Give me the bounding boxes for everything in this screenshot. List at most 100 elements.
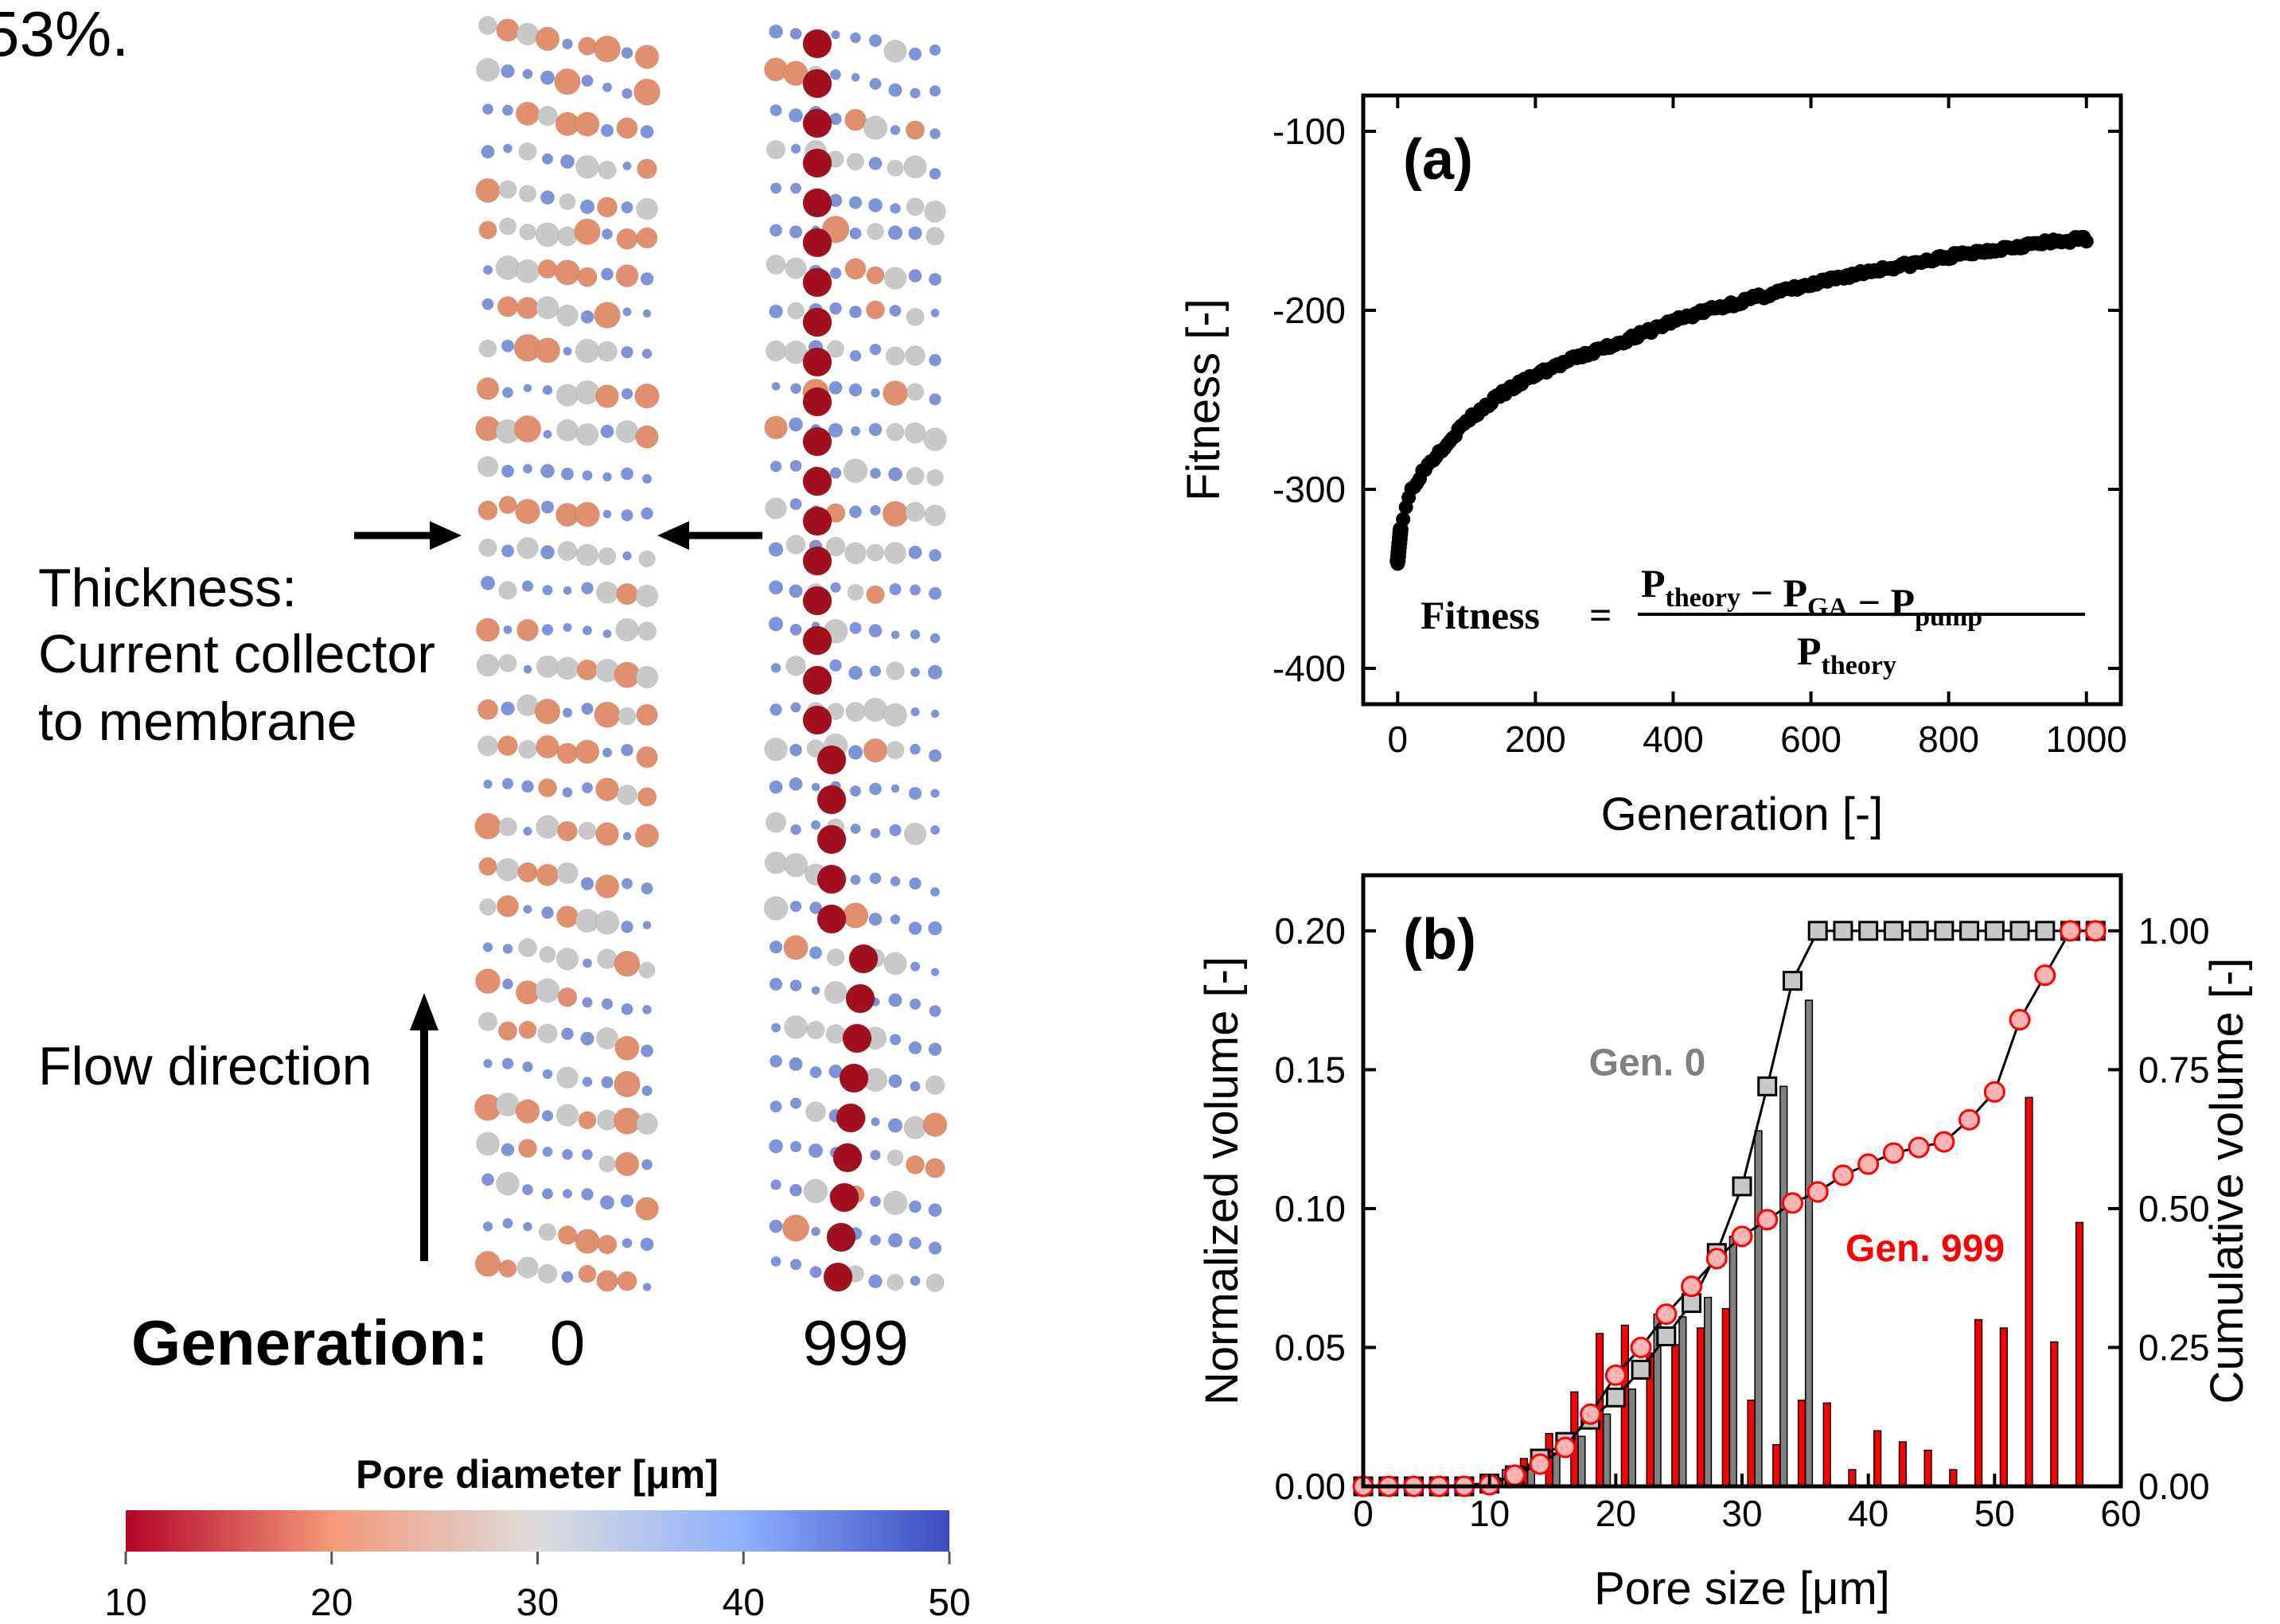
cumulative-marker-gen999 — [1933, 1131, 1955, 1153]
pore-sphere — [829, 68, 842, 80]
x-tick-label: 20 — [1596, 1493, 1636, 1534]
pore-sphere-large — [829, 1182, 859, 1213]
pore-sphere — [575, 380, 600, 405]
pore-sphere-large — [817, 824, 847, 855]
pore-sphere — [482, 779, 493, 789]
y-axis-label: Normalized volume [-] — [1196, 956, 1248, 1405]
cumulative-marker-gen0 — [1883, 921, 1904, 941]
pore-sphere — [770, 460, 782, 473]
pore-sphere — [635, 425, 659, 449]
pore-sphere — [805, 1101, 827, 1123]
pore-sphere — [871, 388, 880, 398]
pore-sphere — [554, 68, 581, 95]
colorbar-title: Pore diameter [μm] — [356, 1452, 719, 1497]
pore-sphere — [785, 257, 807, 279]
pore-sphere — [538, 1223, 557, 1241]
pore-sphere — [905, 501, 926, 523]
pore-sphere — [883, 703, 907, 727]
pore-sphere-large — [826, 1222, 856, 1252]
pore-sphere — [523, 664, 532, 674]
pore-sphere — [886, 741, 905, 760]
cumulative-marker-gen0 — [1984, 921, 2005, 941]
pore-sphere — [518, 185, 537, 203]
pore-sphere — [925, 1158, 945, 1178]
pore-sphere — [602, 472, 613, 482]
bar-gen999 — [1696, 1327, 1705, 1487]
pore-sphere — [501, 544, 515, 558]
pore-sphere — [516, 536, 539, 559]
generation-value-0: 0 — [550, 1307, 586, 1378]
pore-sphere — [768, 616, 784, 632]
pore-sphere — [601, 228, 614, 240]
cumulative-marker-gen999 — [1908, 1136, 1930, 1159]
pore-sphere — [642, 921, 652, 930]
colorbar-tick-label: 20 — [310, 1582, 353, 1624]
pore-sphere — [593, 35, 622, 63]
x-tick-label: 60 — [2100, 1493, 2141, 1534]
bar-gen0 — [1577, 1435, 1586, 1487]
pore-sphere — [638, 961, 656, 979]
pore-sphere — [600, 123, 614, 138]
pore-sphere — [789, 777, 803, 792]
formula-symbol: P — [1641, 561, 1666, 606]
pore-sphere — [769, 224, 783, 237]
pore-sphere — [908, 47, 922, 61]
pore-sphere — [497, 296, 519, 317]
pore-sphere — [844, 108, 867, 131]
pore-sphere — [622, 306, 632, 317]
pore-sphere — [633, 78, 661, 106]
colorbar-tick-label: 10 — [104, 1582, 146, 1624]
pore-sphere — [540, 905, 555, 920]
pore-sphere — [887, 466, 903, 482]
pore-sphere-large — [839, 1063, 869, 1093]
pore-sphere — [574, 218, 601, 246]
panel-label-a: (a) — [1403, 128, 1473, 192]
pore-sphere-large — [836, 1103, 866, 1133]
pore-sphere — [638, 550, 656, 568]
pore-sphere — [765, 497, 787, 520]
bar-gen999 — [1747, 1400, 1756, 1487]
pore-sphere — [496, 18, 520, 42]
pore-sphere — [539, 946, 556, 964]
pore-sphere — [498, 217, 517, 236]
pore-sphere — [789, 1183, 803, 1197]
pore-sphere — [616, 228, 638, 250]
pore-sphere — [866, 543, 885, 562]
pore-sphere — [617, 1271, 637, 1291]
pore-sphere — [905, 120, 926, 140]
pore-sphere — [580, 582, 594, 595]
pore-sphere — [542, 384, 553, 395]
pore-sphere — [579, 199, 595, 215]
pore-sphere — [851, 72, 860, 82]
flow-direction-label: Flow direction — [38, 1036, 372, 1096]
bar-gen999 — [1772, 1443, 1781, 1487]
pore-sphere — [849, 621, 862, 635]
pore-sphere — [888, 993, 902, 1007]
pore-sphere — [495, 255, 520, 280]
x-tick-label: 50 — [1974, 1493, 2015, 1534]
pore-sphere — [581, 781, 594, 794]
generation-label: Generation: — [131, 1307, 489, 1378]
x-axis-label: Generation [-] — [1601, 789, 1884, 840]
pore-sphere — [596, 197, 618, 218]
pore-sphere — [519, 223, 536, 241]
pore-sphere — [575, 543, 599, 567]
pore-sphere — [498, 180, 517, 199]
pore-sphere — [536, 815, 559, 839]
pore-network-gen0 — [474, 16, 661, 1292]
pore-sphere — [789, 623, 802, 636]
pore-sphere — [909, 877, 922, 890]
pore-sphere — [868, 33, 883, 48]
pore-sphere — [515, 259, 540, 284]
pore-sphere — [826, 948, 845, 967]
pore-sphere — [883, 39, 907, 63]
pore-sphere — [908, 269, 922, 283]
pore-sphere — [535, 222, 560, 247]
bar-gen999 — [1923, 1449, 1932, 1487]
pore-sphere — [498, 495, 517, 515]
pore-sphere — [910, 629, 921, 640]
pore-sphere — [515, 101, 540, 127]
pore-sphere — [597, 948, 618, 969]
pore-sphere — [909, 584, 922, 596]
